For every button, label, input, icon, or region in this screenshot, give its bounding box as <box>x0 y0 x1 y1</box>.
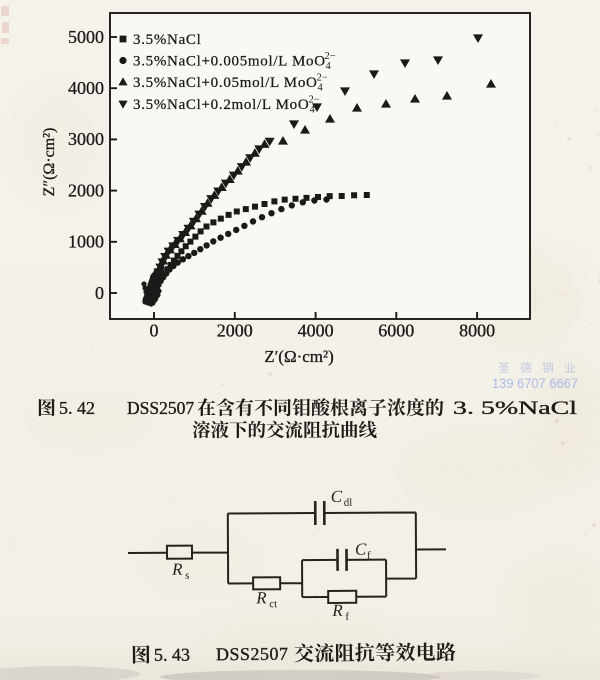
svg-text:DSS2507: DSS2507 <box>216 644 289 665</box>
svg-text:3. 5%NaCl: 3. 5%NaCl <box>453 398 577 419</box>
svg-text:Z′(Ω·cm²): Z′(Ω·cm²) <box>264 347 334 366</box>
svg-text:3.5%NaCl+0.05mol/L MoO: 3.5%NaCl+0.05mol/L MoO <box>133 75 318 91</box>
svg-text:3.5%NaCl+0.005mol/L MoO: 3.5%NaCl+0.005mol/L MoO <box>133 54 326 70</box>
svg-text:4000: 4000 <box>298 321 334 341</box>
svg-text:139 6707 6667: 139 6707 6667 <box>492 376 578 391</box>
svg-text:5. 42: 5. 42 <box>59 398 95 418</box>
svg-text:R: R <box>171 560 183 579</box>
svg-text:2−: 2− <box>309 95 320 106</box>
svg-text:DSS2507: DSS2507 <box>127 398 194 418</box>
svg-text:1000: 1000 <box>68 232 104 252</box>
svg-text:ct: ct <box>269 598 277 610</box>
svg-text:4000: 4000 <box>68 78 104 98</box>
svg-text:R: R <box>331 601 343 620</box>
svg-text:3000: 3000 <box>68 129 104 149</box>
svg-text:4: 4 <box>310 105 316 116</box>
svg-text:4: 4 <box>326 61 332 72</box>
svg-text:f: f <box>345 611 349 623</box>
svg-text:2−: 2− <box>317 73 328 84</box>
svg-text:5. 43: 5. 43 <box>154 644 190 664</box>
svg-text:6000: 6000 <box>378 321 414 341</box>
svg-text:R: R <box>255 588 267 607</box>
svg-text:0: 0 <box>150 321 159 341</box>
svg-text:f: f <box>367 550 371 562</box>
svg-text:Z″(Ω·cm²): Z″(Ω·cm²) <box>41 128 58 197</box>
svg-text:C: C <box>355 540 367 559</box>
svg-text:2000: 2000 <box>217 321 253 341</box>
svg-text:s: s <box>185 570 189 582</box>
svg-text:4: 4 <box>318 83 324 94</box>
svg-text:C: C <box>331 487 343 506</box>
svg-text:dl: dl <box>344 497 353 509</box>
svg-text:3.5%NaCl: 3.5%NaCl <box>133 32 202 48</box>
svg-text:2−: 2− <box>325 51 336 62</box>
svg-text:0: 0 <box>95 283 104 303</box>
svg-text:2000: 2000 <box>68 180 104 200</box>
svg-text:5000: 5000 <box>68 27 104 47</box>
svg-text:3.5%NaCl+0.2mol/L MoO: 3.5%NaCl+0.2mol/L MoO <box>133 97 309 113</box>
svg-text:8000: 8000 <box>459 321 495 341</box>
